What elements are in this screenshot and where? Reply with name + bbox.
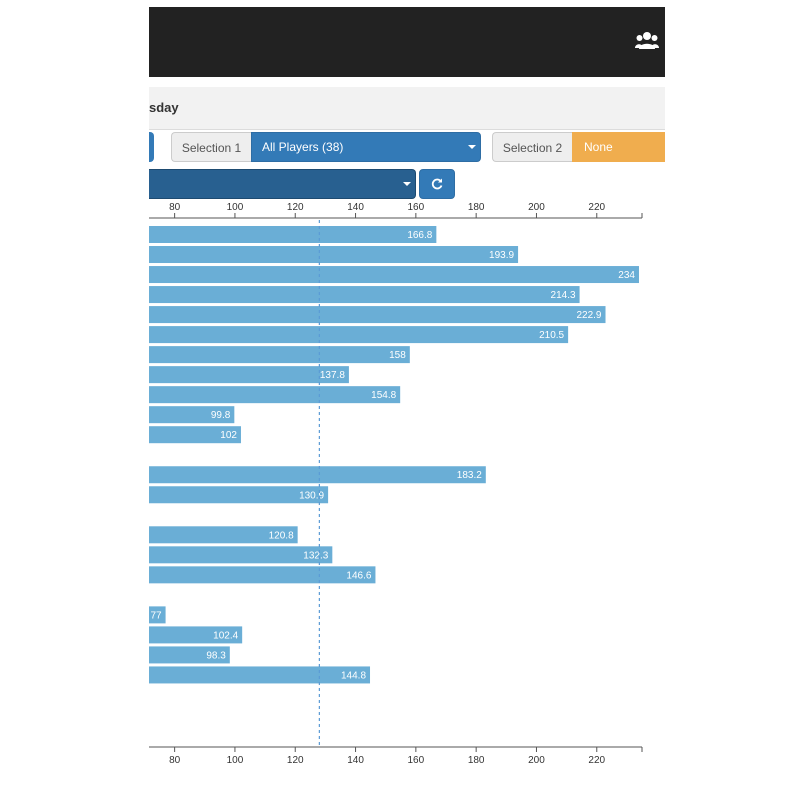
bar-label: 234 (618, 270, 635, 281)
bar-label: 120.8 (269, 530, 294, 541)
x-tick-label-top: 80 (169, 202, 181, 213)
bar (149, 306, 606, 323)
bar-label: 210.5 (539, 330, 564, 341)
x-tick-label-top: 160 (408, 202, 425, 213)
x-tick-label-bottom: 200 (528, 755, 545, 766)
bar (149, 666, 370, 683)
bar-label: 102 (220, 430, 237, 441)
bar-chart: 80 100 120 140 160 180 200 220 80 100 120 140 160 180… (149, 7, 665, 780)
bar-label: 183.2 (457, 470, 482, 481)
bar-label: 132.3 (303, 550, 328, 561)
bar (149, 566, 375, 583)
x-tick-label-top: 180 (468, 202, 485, 213)
bar (149, 386, 400, 403)
bar-label: 158 (389, 350, 406, 361)
bar-label: 130.9 (299, 490, 324, 501)
bar (149, 326, 568, 343)
bar-label: 137.8 (320, 370, 345, 381)
bar-label: 154.8 (371, 390, 396, 401)
bar (149, 346, 410, 363)
bar-label: 222.9 (576, 310, 601, 321)
x-tick-label-bottom: 180 (468, 755, 485, 766)
x-tick-label-bottom: 100 (227, 755, 244, 766)
bar (149, 466, 486, 483)
x-tick-label-bottom: 160 (408, 755, 425, 766)
bar-label: 102.4 (213, 630, 238, 641)
x-tick-label-bottom: 220 (588, 755, 605, 766)
x-tick-label-top: 220 (588, 202, 605, 213)
bar-label: 146.6 (346, 570, 371, 581)
bar-label: 214.3 (551, 290, 576, 301)
bar (149, 266, 639, 283)
bar (149, 246, 518, 263)
bar-label: 193.9 (489, 250, 514, 261)
bar-label: 99.8 (211, 410, 231, 421)
bar-label: 77 (150, 610, 162, 621)
app-window: sday Selection 1 All Players (38) Select… (149, 7, 665, 780)
x-tick-label-top: 200 (528, 202, 545, 213)
x-tick-label-top: 140 (347, 202, 364, 213)
x-tick-label-top: 100 (227, 202, 244, 213)
bar-label: 166.8 (407, 230, 432, 241)
x-tick-label-bottom: 80 (169, 755, 181, 766)
x-tick-label-bottom: 120 (287, 755, 304, 766)
bar-label: 144.8 (341, 670, 366, 681)
bar (149, 226, 436, 243)
x-tick-label-bottom: 140 (347, 755, 364, 766)
bar (149, 286, 580, 303)
bar-label: 98.3 (206, 650, 226, 661)
x-tick-label-top: 120 (287, 202, 304, 213)
